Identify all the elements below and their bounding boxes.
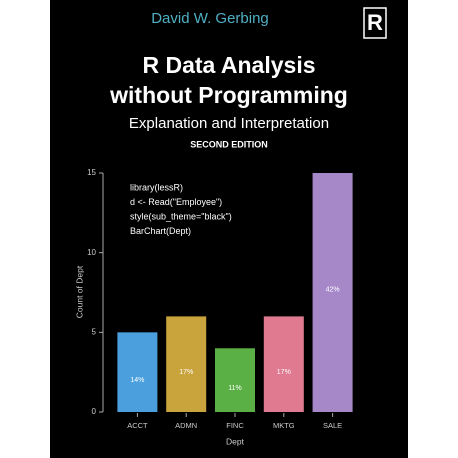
bar	[263, 316, 304, 412]
publisher-logo-frame	[363, 7, 387, 39]
bar	[117, 332, 158, 412]
x-tick-label: ACCT	[127, 421, 148, 430]
percent-label: 42%	[326, 286, 340, 293]
y-tick-label: 15	[87, 168, 96, 177]
x-tick-label: MKTG	[273, 421, 295, 430]
x-axis-label: Dept	[226, 436, 245, 446]
title-line: R Data Analysis	[143, 52, 316, 78]
y-axis-label: Count of Dept	[74, 265, 84, 318]
bar	[312, 173, 353, 412]
percent-label: 17%	[277, 369, 291, 376]
y-tick-label: 5	[92, 327, 97, 336]
bar	[166, 316, 207, 412]
x-tick-label: ADMN	[175, 421, 197, 430]
percent-label: 14%	[130, 377, 144, 384]
subtitle: Explanation and Interpretation	[129, 115, 329, 132]
x-tick-label: FINC	[226, 421, 244, 430]
author: David W. Gerbing	[151, 10, 269, 27]
edition: SECOND EDITION	[190, 139, 268, 149]
percent-label: 17%	[179, 369, 193, 376]
bar	[214, 348, 256, 412]
code-line: library(lessR)	[130, 182, 183, 192]
percent-label: 11%	[228, 385, 242, 392]
title-line: without Programming	[109, 82, 348, 108]
y-tick-label: 10	[87, 248, 96, 257]
code-line: style(sub_theme="black")	[130, 211, 232, 221]
x-tick-label: SALE	[323, 421, 342, 430]
y-tick-label: 0	[92, 407, 97, 416]
publisher-logo: R	[367, 10, 383, 35]
code-line: d <- Read("Employee")	[130, 197, 222, 207]
code-line: BarChart(Dept)	[130, 226, 191, 236]
